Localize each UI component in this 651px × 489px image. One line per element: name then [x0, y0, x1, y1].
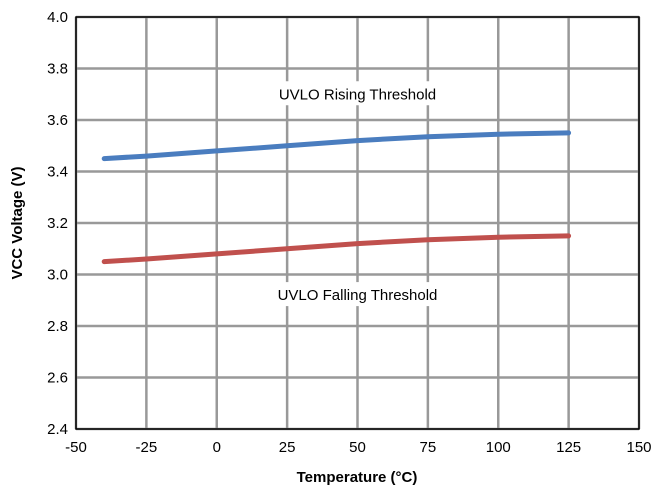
annotation-background	[263, 81, 452, 106]
x-tick-label: 0	[213, 439, 221, 456]
annotations: UVLO Rising Threshold UVLO Falling Thresh…	[259, 81, 456, 307]
y-tick-label: 3.2	[47, 215, 68, 232]
x-tick-label: 150	[626, 439, 651, 456]
x-tick-label: -50	[65, 439, 87, 456]
y-tick-label: 3.4	[47, 164, 68, 181]
x-tick-label: -25	[136, 439, 158, 456]
annotation-label: UVLO Rising Threshold	[279, 86, 436, 103]
y-tick-label: 3.0	[47, 267, 68, 284]
y-tick-labels: 2.4 2.6 2.8 3.0 3.2 3.4 3.6 3.8 4.0	[47, 9, 68, 438]
grid-lines	[74, 15, 641, 431]
x-tick-labels: -50 -25 0 25 50 75 100 125 150	[65, 439, 651, 456]
y-tick-label: 2.6	[47, 370, 68, 387]
y-axis-title: VCC Voltage (V)	[9, 166, 26, 279]
series-line-1	[101, 130, 572, 162]
plot-area-border	[75, 16, 640, 430]
x-tick-label: 100	[486, 439, 511, 456]
x-tick-label: 75	[420, 439, 437, 456]
y-tick-label: 2.8	[47, 318, 68, 335]
x-tick-label: 50	[349, 439, 366, 456]
y-tick-label: 2.4	[47, 421, 68, 438]
x-tick-label: 125	[556, 439, 581, 456]
series-lines	[101, 130, 572, 265]
x-axis-title: Temperature (°C)	[297, 469, 418, 486]
x-tick-label: 25	[279, 439, 296, 456]
y-tick-label: 3.6	[47, 112, 68, 129]
y-tick-label: 4.0	[47, 9, 68, 26]
annotation-label: UVLO Falling Threshold	[278, 287, 438, 304]
y-tick-label: 3.8	[47, 61, 68, 78]
series-line-2	[101, 233, 572, 265]
annotation-background	[259, 282, 456, 307]
